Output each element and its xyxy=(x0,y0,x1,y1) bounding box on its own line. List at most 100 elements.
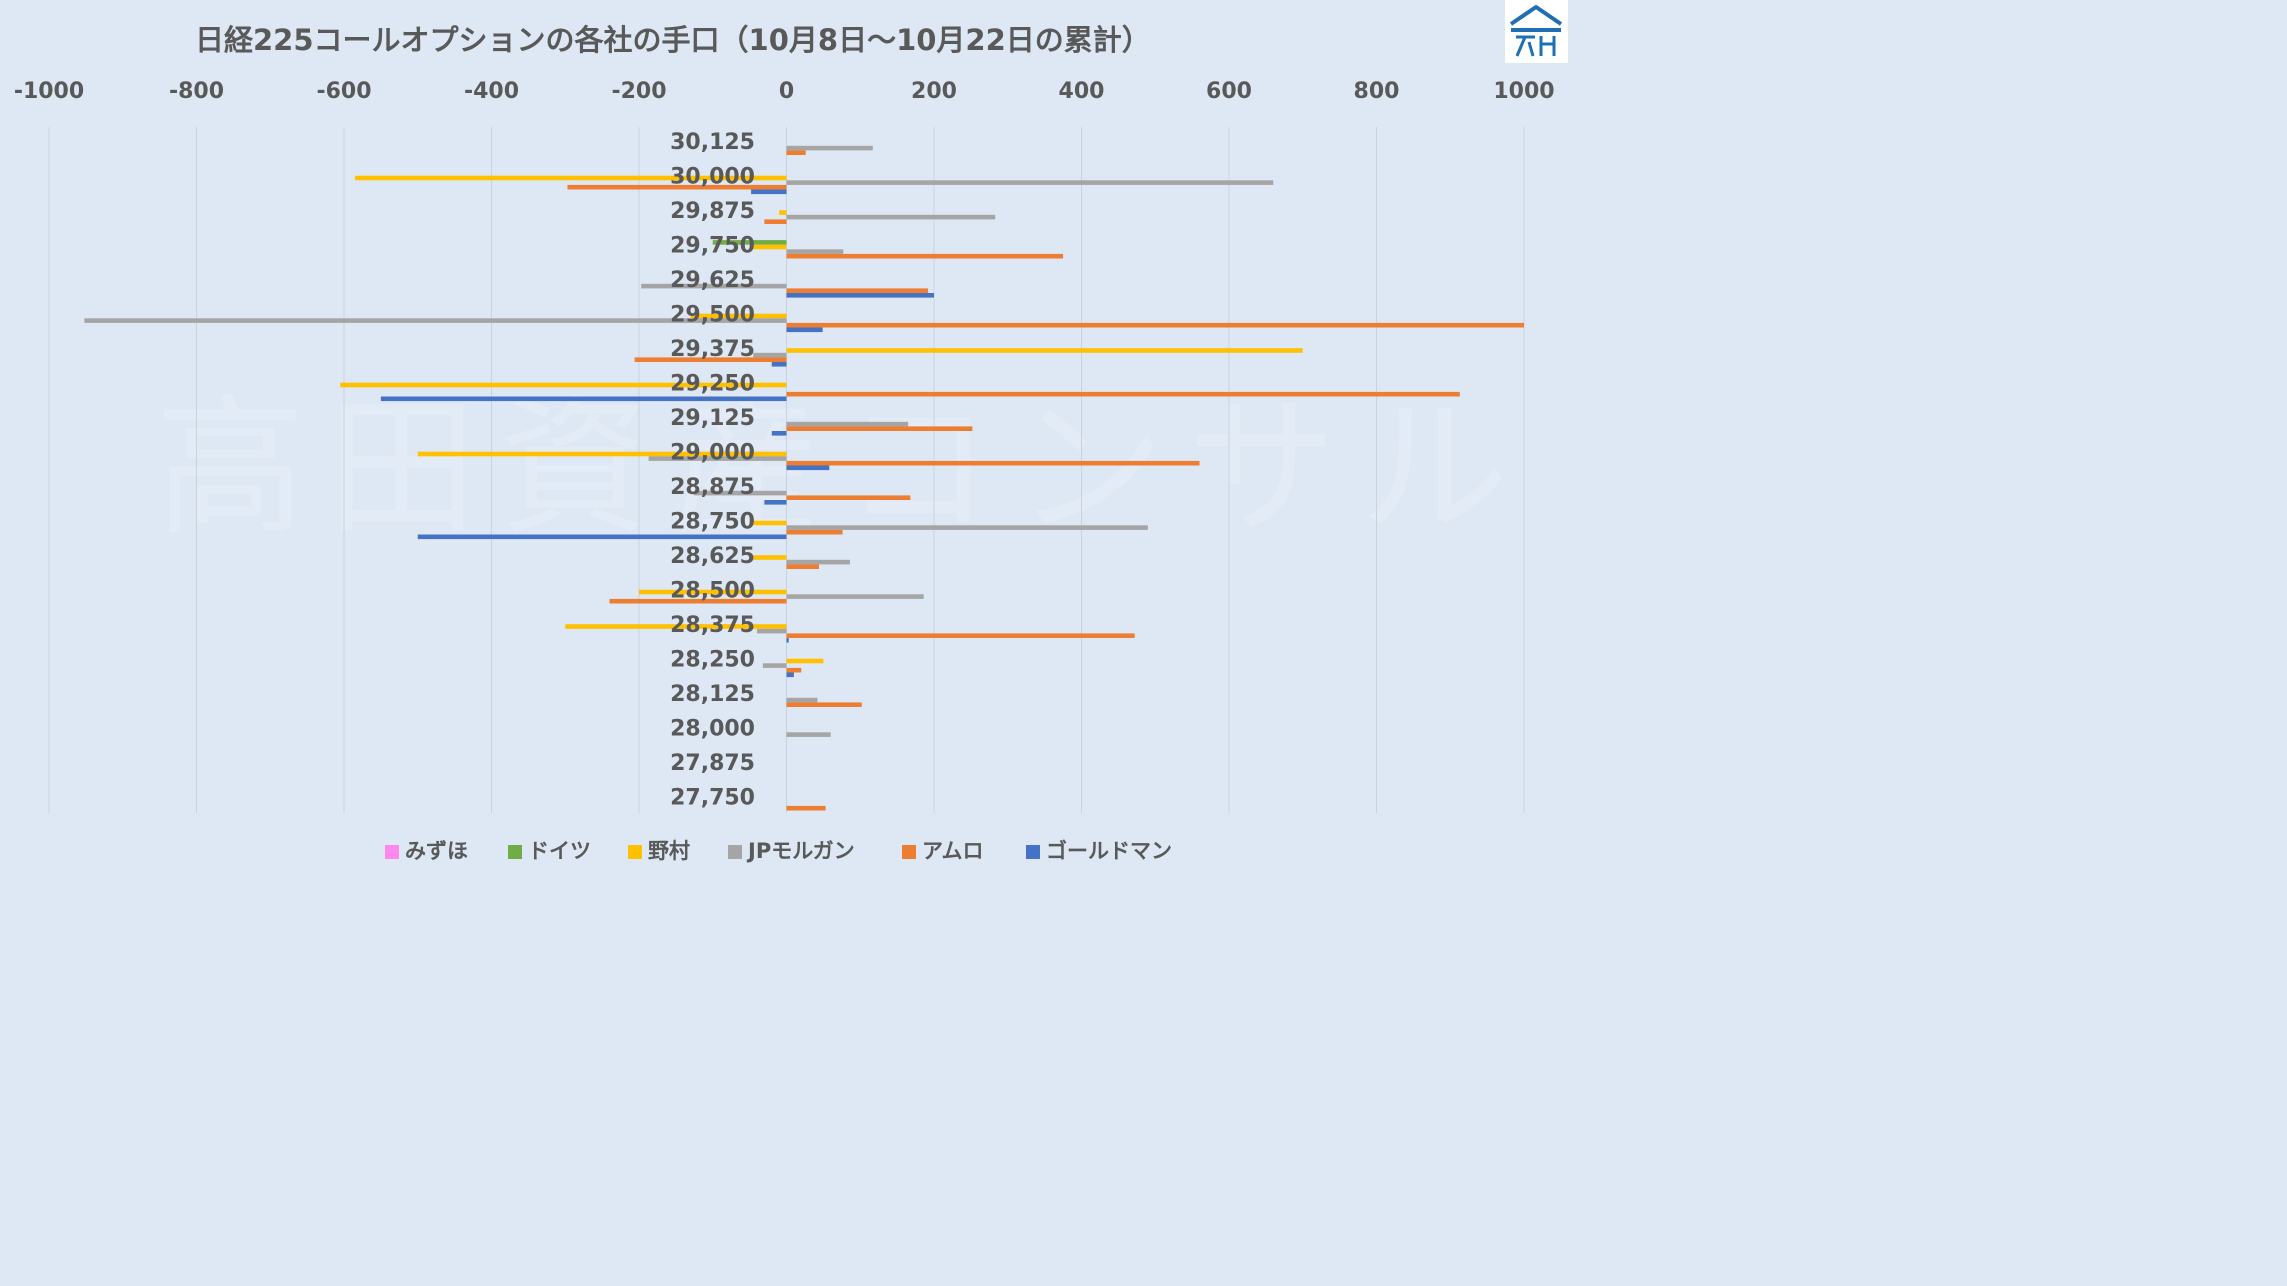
bar xyxy=(753,352,787,358)
bar xyxy=(762,663,787,668)
bar xyxy=(786,672,794,678)
bar xyxy=(786,732,831,737)
bar xyxy=(753,555,787,560)
bar xyxy=(380,396,787,402)
category-label: 28,250 xyxy=(670,648,755,673)
bar xyxy=(690,313,787,319)
bar xyxy=(786,288,929,293)
bar xyxy=(786,633,1135,638)
chart: 高田資産コンサル -1000 -800 -600 -400 -200 0 200 400 600… xyxy=(14,0,1568,863)
category-label: 29,750 xyxy=(670,234,755,259)
bar xyxy=(786,150,806,155)
bar xyxy=(786,465,830,471)
category-label: 30,125 xyxy=(670,130,755,155)
legend-swatch xyxy=(1026,845,1040,859)
bar xyxy=(779,210,787,215)
category-label: 28,125 xyxy=(670,682,755,707)
category-labels: 30,125 30,000 29,875 29,750 29,625 29,500 29,3… xyxy=(670,130,755,811)
legend-swatch xyxy=(902,845,916,859)
legend-label: ドイツ xyxy=(528,839,591,863)
bar xyxy=(786,658,824,664)
category-label: 29,375 xyxy=(670,337,755,362)
bar xyxy=(786,249,844,254)
legend-label: アムロ xyxy=(922,839,984,863)
x-tick-label: -600 xyxy=(316,79,371,104)
bar xyxy=(786,180,1274,185)
category-label: 29,000 xyxy=(670,441,755,466)
category-label: 27,750 xyxy=(670,786,755,811)
bar xyxy=(786,564,819,569)
bar xyxy=(786,327,823,333)
category-label: 29,875 xyxy=(670,199,755,224)
bar xyxy=(786,426,973,431)
bar xyxy=(786,391,1460,397)
category-label: 29,125 xyxy=(670,406,755,431)
x-axis-ticks: -1000 -800 -600 -400 -200 0 200 400 600 800 1000 xyxy=(14,79,1555,104)
bar xyxy=(648,456,787,461)
bar xyxy=(417,534,787,540)
bar xyxy=(771,431,787,436)
bar xyxy=(786,667,802,673)
x-tick-label: -800 xyxy=(169,79,224,104)
category-label: 28,875 xyxy=(670,475,755,500)
bar xyxy=(712,240,787,245)
x-tick-label: 200 xyxy=(911,79,957,104)
category-label: 29,500 xyxy=(670,303,755,328)
bar xyxy=(786,495,911,500)
bar xyxy=(786,525,1148,530)
bar xyxy=(786,697,818,703)
bar xyxy=(786,529,843,535)
legend-label: JPモルガン xyxy=(746,839,855,863)
x-tick-label: 800 xyxy=(1354,79,1400,104)
bar xyxy=(84,318,787,323)
x-tick-label: -1000 xyxy=(14,79,84,104)
chart-title: 日経225コールオプションの各社の手口（10月8日～10月22日の累計） xyxy=(195,23,1151,57)
bar xyxy=(609,598,787,604)
x-tick-label: 600 xyxy=(1206,79,1252,104)
legend-label: 野村 xyxy=(648,839,690,863)
bars xyxy=(84,145,1524,811)
bar xyxy=(417,451,787,457)
category-label: 28,750 xyxy=(670,510,755,535)
bar xyxy=(757,628,787,634)
category-label: 28,500 xyxy=(670,579,755,604)
x-tick-label: -400 xyxy=(464,79,519,104)
bar xyxy=(786,348,1303,353)
bar xyxy=(786,253,1064,259)
bar xyxy=(567,184,787,190)
category-label: 28,000 xyxy=(670,717,755,742)
legend-label: みずほ xyxy=(405,839,468,863)
bar xyxy=(694,490,787,496)
bar xyxy=(764,500,787,505)
logo-icon xyxy=(1505,0,1568,63)
bar xyxy=(786,214,996,220)
bar xyxy=(786,293,934,298)
legend-swatch xyxy=(628,845,642,859)
bar xyxy=(641,283,787,289)
legend-label: ゴールドマン xyxy=(1046,839,1172,863)
legend-swatch xyxy=(728,845,742,859)
x-tick-label: 1000 xyxy=(1493,79,1554,104)
bar xyxy=(786,145,873,151)
bar xyxy=(753,244,787,250)
bar xyxy=(634,357,787,362)
bar xyxy=(786,559,850,565)
bar xyxy=(786,702,862,707)
bar xyxy=(786,594,924,599)
x-tick-label: -200 xyxy=(611,79,666,104)
bar xyxy=(764,219,787,224)
legend-swatch xyxy=(508,845,522,859)
category-label: 29,250 xyxy=(670,372,755,397)
bar xyxy=(786,421,909,427)
bar xyxy=(786,322,1524,328)
legend-swatch xyxy=(385,845,399,859)
category-label: 30,000 xyxy=(670,165,755,190)
x-tick-label: 400 xyxy=(1059,79,1105,104)
bar xyxy=(340,382,787,388)
category-label: 28,375 xyxy=(670,613,755,638)
bar xyxy=(355,175,787,181)
legend: みずほ ドイツ 野村 JPモルガン アムロ ゴールドマン xyxy=(385,839,1172,863)
bar xyxy=(753,520,787,526)
bar xyxy=(786,460,1200,466)
bar xyxy=(786,805,826,811)
